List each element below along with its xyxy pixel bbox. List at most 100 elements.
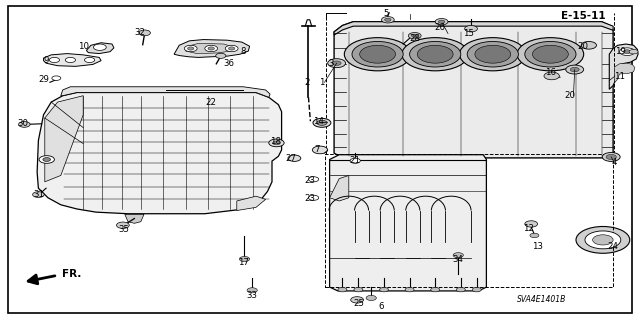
Text: 24: 24 <box>607 242 619 251</box>
Circle shape <box>467 41 518 67</box>
Text: 33: 33 <box>246 291 258 300</box>
Text: 10: 10 <box>77 42 89 51</box>
Circle shape <box>606 154 616 160</box>
Polygon shape <box>37 93 282 214</box>
Text: FR.: FR. <box>62 269 81 279</box>
Circle shape <box>381 17 394 23</box>
Circle shape <box>366 295 376 300</box>
Text: 11: 11 <box>614 72 625 81</box>
Circle shape <box>525 41 576 67</box>
Circle shape <box>228 47 235 50</box>
Text: 22: 22 <box>205 98 217 107</box>
Circle shape <box>623 50 631 54</box>
Polygon shape <box>237 196 266 211</box>
Polygon shape <box>614 63 635 83</box>
Circle shape <box>288 155 301 161</box>
Circle shape <box>332 61 341 65</box>
Circle shape <box>460 38 526 71</box>
Polygon shape <box>45 96 83 182</box>
Text: 8: 8 <box>241 47 246 56</box>
Circle shape <box>570 67 579 72</box>
Text: 4: 4 <box>612 158 617 167</box>
Circle shape <box>385 18 391 21</box>
Circle shape <box>184 45 197 52</box>
Circle shape <box>408 33 421 39</box>
Text: 18: 18 <box>269 137 281 146</box>
Circle shape <box>116 222 129 228</box>
Text: 20: 20 <box>577 42 588 51</box>
Text: 23: 23 <box>304 176 316 185</box>
Circle shape <box>472 287 481 292</box>
Text: 30: 30 <box>17 119 29 128</box>
Circle shape <box>412 34 418 37</box>
Bar <box>325 154 613 287</box>
Circle shape <box>247 288 257 293</box>
Circle shape <box>465 26 477 32</box>
Circle shape <box>317 120 327 125</box>
Circle shape <box>602 152 620 161</box>
Circle shape <box>49 57 60 63</box>
Circle shape <box>435 19 448 25</box>
Text: 15: 15 <box>463 29 474 38</box>
Circle shape <box>380 287 388 292</box>
Circle shape <box>576 226 630 253</box>
Circle shape <box>410 41 461 67</box>
Text: 19: 19 <box>616 48 626 56</box>
Text: 7: 7 <box>315 145 320 154</box>
Circle shape <box>581 41 596 49</box>
Circle shape <box>312 146 328 154</box>
Circle shape <box>188 47 194 50</box>
Circle shape <box>39 156 54 163</box>
Circle shape <box>350 158 360 163</box>
Text: 32: 32 <box>134 28 145 37</box>
Text: 36: 36 <box>223 59 235 68</box>
Circle shape <box>239 256 250 262</box>
Text: 1: 1 <box>319 78 324 87</box>
Circle shape <box>402 38 468 71</box>
Text: 28: 28 <box>409 34 420 43</box>
Circle shape <box>585 231 621 249</box>
Circle shape <box>405 287 414 292</box>
Polygon shape <box>125 214 144 223</box>
Circle shape <box>273 141 280 145</box>
Polygon shape <box>609 44 638 89</box>
Text: E-15-11: E-15-11 <box>561 11 606 21</box>
Circle shape <box>354 287 363 292</box>
Circle shape <box>84 57 95 63</box>
Polygon shape <box>330 155 486 291</box>
Polygon shape <box>334 22 613 35</box>
Circle shape <box>544 72 559 80</box>
Circle shape <box>328 59 346 68</box>
Circle shape <box>225 45 238 52</box>
Circle shape <box>525 221 538 227</box>
Circle shape <box>19 122 30 127</box>
Circle shape <box>360 45 396 63</box>
Polygon shape <box>330 175 349 201</box>
Circle shape <box>475 45 511 63</box>
Circle shape <box>33 192 44 197</box>
Circle shape <box>308 195 319 200</box>
Circle shape <box>620 48 635 56</box>
Circle shape <box>453 253 463 258</box>
Text: 23: 23 <box>304 194 316 203</box>
Text: 6: 6 <box>378 302 383 311</box>
Text: 29: 29 <box>38 75 49 84</box>
Text: 12: 12 <box>523 224 534 233</box>
Polygon shape <box>44 54 101 66</box>
Text: 16: 16 <box>545 68 556 77</box>
Circle shape <box>629 49 638 54</box>
Circle shape <box>93 44 106 50</box>
Text: 3: 3 <box>329 59 334 68</box>
Text: 14: 14 <box>313 117 324 126</box>
Text: 20: 20 <box>564 91 575 100</box>
Text: 13: 13 <box>532 242 543 251</box>
Polygon shape <box>174 40 250 57</box>
Text: 34: 34 <box>452 255 464 263</box>
Circle shape <box>43 158 51 161</box>
Text: 27: 27 <box>285 154 297 163</box>
Circle shape <box>65 57 76 63</box>
Circle shape <box>338 287 347 292</box>
Circle shape <box>431 287 440 292</box>
Polygon shape <box>86 43 114 54</box>
Circle shape <box>308 177 319 182</box>
